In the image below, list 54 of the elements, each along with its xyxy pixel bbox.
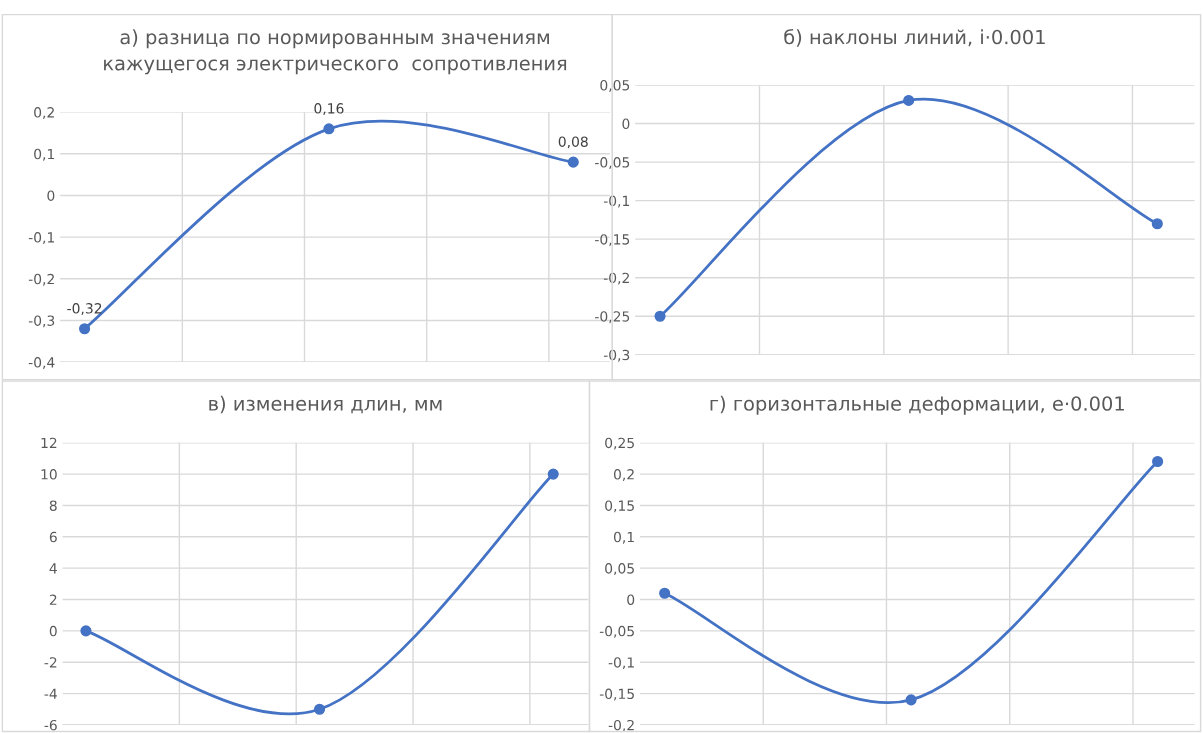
point — [1151, 218, 1163, 230]
y-tick-label: 0 — [622, 118, 630, 130]
y-tick-label: 0,05 — [600, 80, 630, 92]
y-tick-label: 0 — [49, 625, 57, 637]
y-tick-label: -0,1 — [608, 657, 634, 670]
y-tick-label: -0,15 — [599, 688, 634, 701]
y-tick-label: 0,25 — [605, 437, 634, 450]
y-tick-label: -0,3 — [603, 349, 630, 362]
point — [1152, 455, 1164, 468]
point — [659, 587, 671, 599]
y-tick-label: -0,15 — [595, 234, 630, 247]
y-tick-label: 6 — [49, 531, 57, 543]
y-tick-label: 0 — [47, 190, 55, 201]
point — [314, 703, 326, 715]
point — [654, 310, 666, 322]
data-label: 0,08 — [558, 136, 588, 149]
y-tick-label: -2 — [44, 657, 57, 668]
y-tick-label: -0,2 — [603, 272, 629, 285]
y-tick-label: -0,2 — [28, 273, 54, 286]
y-tick-label: 0,2 — [34, 107, 54, 120]
y-tick-label: -0,25 — [595, 311, 630, 324]
data-label: 0,16 — [314, 103, 344, 116]
point — [80, 625, 92, 637]
y-tick-label: 0,1 — [613, 531, 634, 544]
y-tick-label: 4 — [49, 563, 57, 574]
point — [905, 694, 917, 706]
y-tick-label: -4 — [44, 688, 57, 699]
y-tick-label: -0,1 — [603, 195, 630, 208]
y-tick-label: -0,2 — [608, 719, 634, 732]
point — [323, 123, 335, 135]
y-tick-label: 0,05 — [605, 563, 634, 576]
y-tick-label: -6 — [44, 719, 57, 731]
y-tick-label: 0 — [627, 594, 635, 605]
y-tick-label: -0,1 — [28, 232, 55, 245]
data-label: -0,32 — [67, 303, 102, 315]
y-tick-label: 0,2 — [613, 469, 634, 481]
y-tick-label: 10 — [41, 469, 57, 480]
chart-title: в) изменения длин, мм — [209, 395, 442, 414]
point — [79, 323, 91, 335]
y-tick-label: 0,1 — [34, 148, 55, 161]
y-tick-label: -0,3 — [28, 315, 55, 328]
y-tick-label: 0,15 — [605, 500, 634, 513]
y-tick-label: -0,05 — [595, 157, 630, 169]
chart-title: а) разница по нормированным значениям кажущегося электрического сопротивления — [104, 29, 567, 75]
point — [547, 468, 559, 480]
point — [567, 156, 579, 168]
y-tick-label: -0,4 — [28, 357, 55, 369]
y-tick-label: 2 — [49, 594, 57, 605]
y-tick-label: -0,05 — [599, 625, 634, 638]
chart-title: б) наклоны линий, i·0.001 — [784, 28, 1045, 47]
point — [903, 94, 915, 106]
y-tick-label: 8 — [49, 500, 57, 511]
chart-title: г) горизонтальные деформации, е·0.001 — [710, 395, 1124, 415]
y-tick-label: 12 — [41, 437, 57, 449]
